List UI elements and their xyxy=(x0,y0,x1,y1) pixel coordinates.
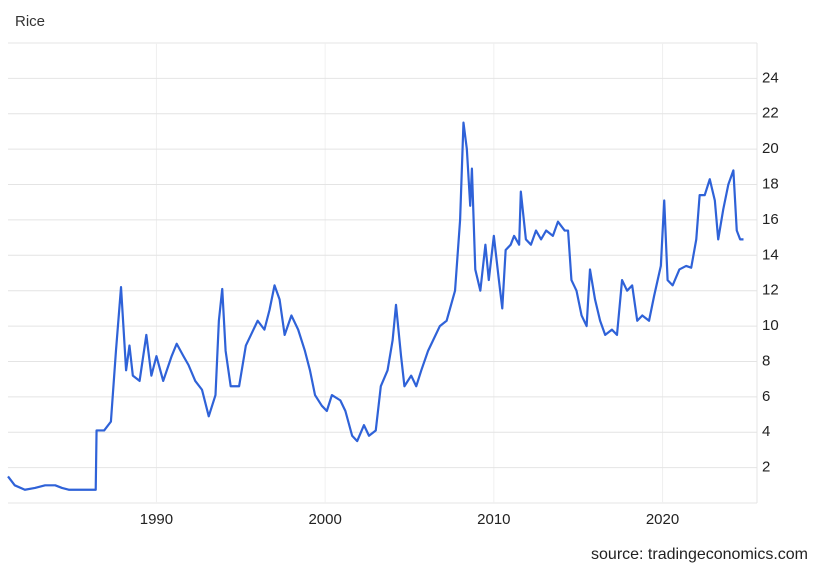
source: source: tradingeconomics.com xyxy=(591,546,808,563)
x-tick-label: 2020 xyxy=(646,511,679,528)
y-tick-label: 24 xyxy=(762,69,779,86)
chart-title: Rice xyxy=(15,13,45,30)
x-tick-label: 2010 xyxy=(477,511,510,528)
y-tick-label: 22 xyxy=(762,105,779,122)
y-tick-label: 8 xyxy=(762,352,770,369)
y-tick-label: 20 xyxy=(762,140,779,157)
line-series xyxy=(7,121,744,491)
y-tick-label: 4 xyxy=(762,423,770,440)
y-tick-label: 14 xyxy=(762,246,779,263)
y-tick-label: 2 xyxy=(762,459,770,476)
y-tick-label: 10 xyxy=(762,317,779,334)
x-tick-label: 2000 xyxy=(308,511,341,528)
x-tick-label: 1990 xyxy=(140,511,173,528)
y-tick-label: 12 xyxy=(762,282,779,299)
y-tick-label: 6 xyxy=(762,388,770,405)
y-tick-label: 18 xyxy=(762,176,779,193)
y-tick-label: 16 xyxy=(762,211,779,228)
